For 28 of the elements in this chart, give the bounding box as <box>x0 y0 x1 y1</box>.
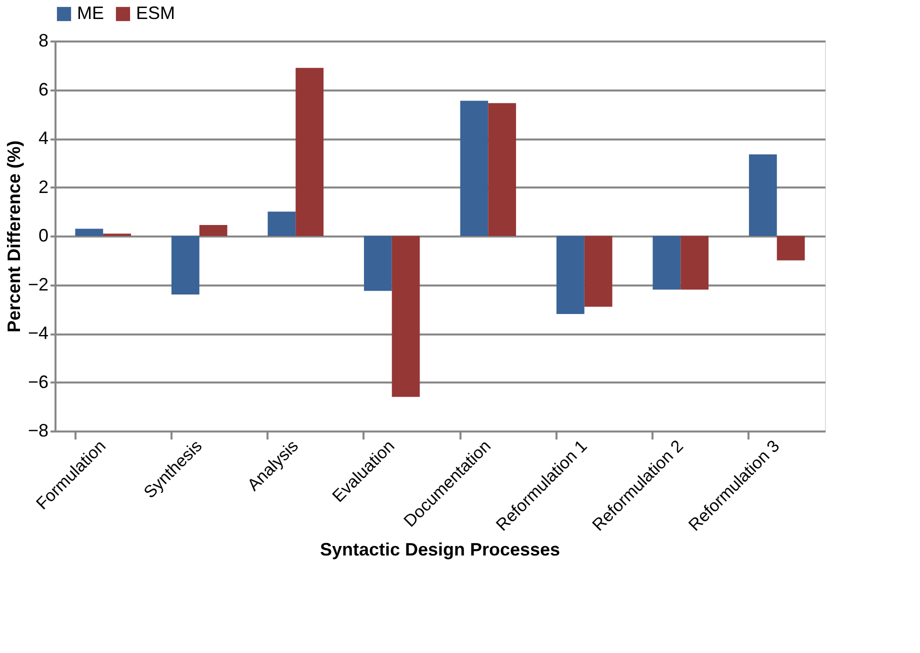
bar <box>268 212 296 236</box>
bar <box>776 236 805 260</box>
y-tick-label: −6 <box>28 372 48 392</box>
bar <box>392 236 420 397</box>
bar <box>488 103 516 236</box>
bar <box>680 236 709 290</box>
bar <box>296 68 324 236</box>
y-tick-label: −8 <box>28 420 48 440</box>
bar <box>171 236 200 294</box>
y-tick-label: 0 <box>38 226 48 246</box>
bar <box>364 236 392 291</box>
y-tick-label: −4 <box>28 323 48 343</box>
bar <box>652 236 681 290</box>
legend-label: ME <box>77 3 104 23</box>
bar <box>199 225 228 236</box>
y-axis-title: Percent Difference (%) <box>4 140 24 333</box>
y-tick-label: −2 <box>28 274 48 294</box>
y-tick-label: 6 <box>38 79 48 100</box>
bar <box>460 100 488 236</box>
bar <box>75 228 104 236</box>
bar <box>584 236 612 307</box>
bar <box>556 236 584 314</box>
y-tick-label: 8 <box>38 30 48 50</box>
y-tick-label: 2 <box>38 176 48 197</box>
x-axis-title: Syntactic Design Processes <box>320 540 560 560</box>
y-tick-label: 4 <box>38 128 48 148</box>
legend-label: ESM <box>136 3 176 23</box>
bar <box>748 154 777 236</box>
